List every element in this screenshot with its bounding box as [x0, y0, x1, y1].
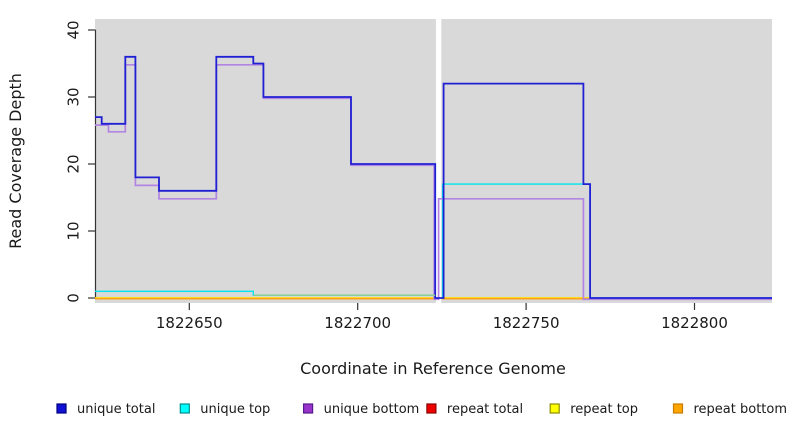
y-tick-label: 40	[65, 20, 83, 39]
y-tick-label: 30	[65, 87, 83, 106]
legend-item-unique-top: unique top	[179, 402, 270, 417]
legend-item-repeat-top: repeat top	[549, 402, 638, 417]
legend-label: repeat bottom	[694, 402, 788, 417]
legend-item-unique-bottom: unique bottom	[303, 402, 420, 417]
legend-item-unique-total: unique total	[56, 402, 155, 417]
x-tick-label: 1822650	[156, 314, 223, 332]
legend-label: unique total	[77, 402, 155, 417]
axes: 0 10 20 30 40 1822650 1822700 1822750 1822800	[65, 20, 728, 332]
y-tick-label: 10	[65, 221, 83, 240]
y-tick-label: 0	[65, 293, 83, 303]
legend-swatch	[672, 403, 684, 414]
legend-label: repeat total	[447, 402, 523, 417]
legend: unique total unique top unique bottom repea…	[56, 402, 788, 417]
x-tick-label: 1822700	[324, 314, 391, 332]
legend-label: unique bottom	[324, 402, 420, 417]
legend-swatch	[56, 403, 67, 414]
legend-item-repeat-bottom: repeat bottom	[672, 402, 788, 417]
legend-label: unique top	[200, 402, 270, 417]
legend-label: repeat top	[570, 402, 638, 417]
no-data-gap-band	[435, 19, 442, 303]
legend-swatch	[179, 403, 190, 414]
y-axis-title: Read Coverage Depth	[6, 73, 25, 249]
legend-item-repeat-total: repeat total	[426, 402, 523, 417]
x-tick-label: 1822750	[493, 314, 560, 332]
legend-swatch	[303, 403, 314, 414]
y-tick-label: 20	[65, 154, 83, 173]
series-unique-total-line	[95, 55, 772, 299]
legend-swatch	[426, 403, 437, 414]
legend-swatch	[549, 403, 560, 414]
series-lines	[95, 55, 772, 301]
x-axis-title: Coordinate in Reference Genome	[300, 359, 566, 378]
x-tick-label: 1822800	[661, 314, 728, 332]
